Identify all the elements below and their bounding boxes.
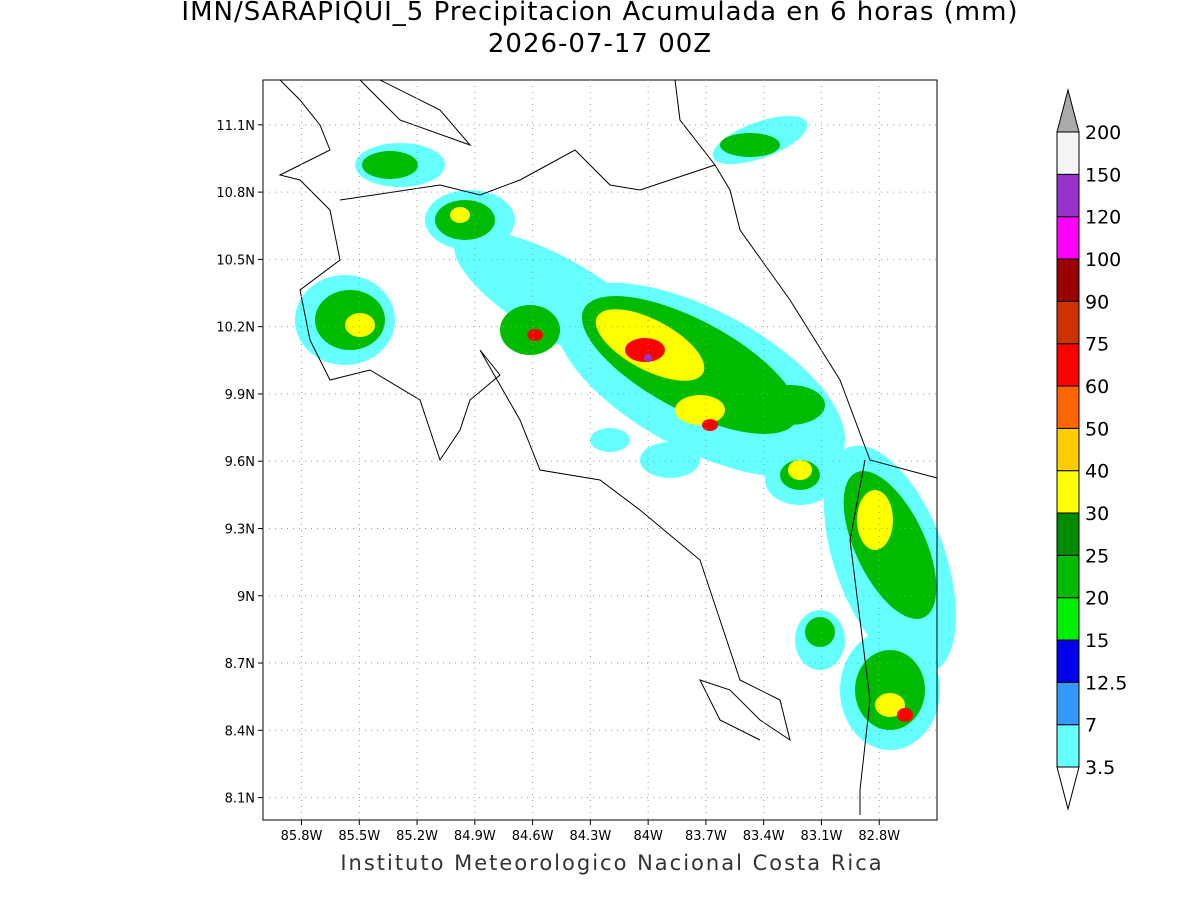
colorbar-label: 7 [1085, 715, 1097, 737]
colorbar-label: 100 [1085, 249, 1121, 271]
x-tick-label: 85.2W [396, 829, 438, 844]
colorbar-label: 20 [1085, 588, 1109, 610]
colorbar-bin [1056, 258, 1080, 302]
x-tick-label: 83.7W [685, 829, 727, 844]
colorbar-label: 3.5 [1085, 757, 1115, 779]
colorbar-bin [1056, 216, 1080, 260]
colorbar-bin [1056, 131, 1080, 175]
subtitle: 2026-07-17 00Z [488, 29, 712, 59]
colorbar-label: 60 [1085, 376, 1109, 398]
colorbar-bin [1056, 470, 1080, 514]
x-tick-label: 84.9W [454, 829, 496, 844]
y-tick-label: 8.1N [225, 792, 255, 807]
y-tick-label: 9.9N [225, 388, 255, 403]
y-tick-label: 8.7N [225, 657, 255, 672]
colorbar-label: 200 [1085, 122, 1121, 144]
colorbar-bin [1056, 597, 1080, 641]
x-tick-label: 84.6W [512, 829, 554, 844]
y-tick-label: 10.2N [216, 321, 255, 336]
colorbar-bin [1056, 512, 1080, 556]
x-tick-label: 83.4W [743, 829, 785, 844]
colorbar-bin [1056, 343, 1080, 387]
x-tick-label: 84W [633, 829, 663, 844]
colorbar-lower [1056, 766, 1080, 811]
precipitation-field [295, 115, 956, 750]
x-tick-label: 82.8W [858, 829, 900, 844]
x-tick-label: 83.1W [801, 829, 843, 844]
colorbar-label: 40 [1085, 461, 1109, 483]
y-tick-label: 9.3N [225, 522, 255, 537]
colorbar-bin [1056, 427, 1080, 472]
title: IMN/SARAPIQUI_5 Precipitacion Acumulada … [181, 0, 1018, 27]
map-frame [262, 79, 938, 821]
colorbar-bin [1056, 724, 1080, 768]
colorbar-bin [1056, 385, 1080, 429]
colorbar-upper [1056, 88, 1080, 133]
colorbar-label: 12.5 [1085, 672, 1127, 694]
y-tick-label: 10.5N [216, 253, 255, 268]
x-tick-label: 85.5W [338, 829, 380, 844]
colorbar-label: 25 [1085, 545, 1109, 567]
y-tick-label: 10.8N [216, 186, 255, 201]
colorbar-label: 120 [1085, 207, 1121, 229]
x-tick-label: 84.3W [569, 829, 611, 844]
colorbar-label: 50 [1085, 418, 1109, 440]
colorbar-label: 150 [1085, 164, 1121, 186]
y-tick-label: 8.4N [225, 724, 255, 739]
y-tick-label: 9.6N [225, 455, 255, 470]
coastline [278, 79, 938, 815]
y-tick-label: 11.1N [216, 119, 255, 134]
footer: Instituto Meteorologico Nacional Costa R… [340, 851, 883, 875]
colorbar-label: 90 [1085, 291, 1109, 313]
colorbar-bin [1056, 173, 1080, 218]
colorbar-label: 15 [1085, 630, 1109, 652]
y-tick-label: 9N [237, 590, 255, 605]
colorbar-bin [1056, 554, 1080, 599]
colorbar-bin [1056, 681, 1080, 726]
colorbar-bin [1056, 300, 1080, 345]
colorbar-label: 75 [1085, 334, 1109, 356]
x-tick-label: 85.8W [281, 829, 323, 844]
colorbar-bin [1056, 639, 1080, 683]
colorbar-label: 30 [1085, 503, 1109, 525]
